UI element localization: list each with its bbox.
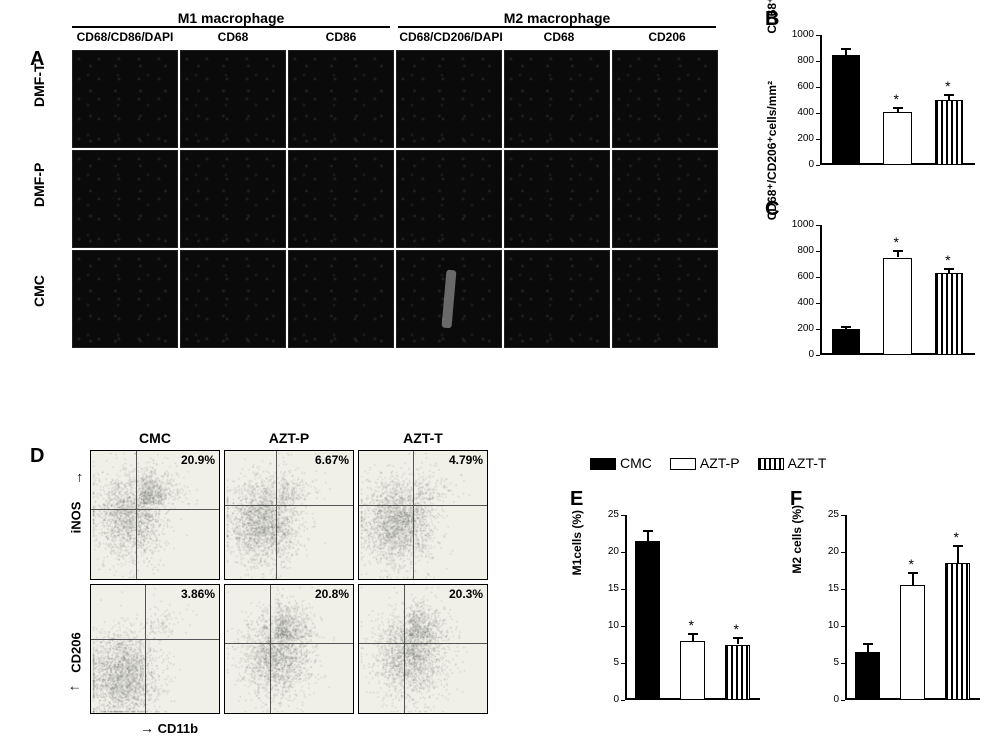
if-cell <box>72 50 178 148</box>
if-cell <box>288 50 394 148</box>
panel-a: A M1 macrophage M2 macrophage CD68/CD86/… <box>30 10 730 350</box>
if-cell <box>396 50 502 148</box>
panel-b: B 02004006008001000CD68⁺/CD86⁺cells/mm²*… <box>765 10 980 185</box>
chart-bar <box>855 652 880 700</box>
legend-label: CMC <box>620 455 652 471</box>
legend-label: AZT-P <box>700 455 740 471</box>
col-header-0: CD68/CD86/DAPI <box>72 30 178 44</box>
if-cell <box>288 150 394 248</box>
group-header-m2-text: M2 macrophage <box>504 10 611 26</box>
chart-bar <box>832 329 860 355</box>
chart-bar <box>883 258 911 356</box>
legend-item: AZT-P <box>670 455 740 471</box>
panel-c: C 02004006008001000CD68⁺/CD206⁺cells/mm²… <box>765 200 980 375</box>
figure-root: A M1 macrophage M2 macrophage CD68/CD86/… <box>0 0 1000 755</box>
col-header-3: CD68/CD206/DAPI <box>398 30 504 44</box>
if-cell <box>612 250 718 348</box>
col-header-1: CD68 <box>180 30 286 44</box>
if-cell <box>180 150 286 248</box>
if-cell <box>612 50 718 148</box>
group-header-m1-text: M1 macrophage <box>178 10 285 26</box>
legend-label: AZT-T <box>788 455 827 471</box>
chart-ylabel: CD68⁺/CD206⁺cells/mm² <box>765 81 779 220</box>
legend-item: CMC <box>590 455 652 471</box>
if-cell <box>504 50 610 148</box>
if-cell <box>72 150 178 248</box>
panel-d: D CMC AZT-P AZT-T iNOS → CD206 ↑ → CD11b… <box>30 430 530 730</box>
chart-bar <box>935 100 963 165</box>
panel-d-label: D <box>30 445 44 468</box>
if-cell <box>288 250 394 348</box>
if-cell <box>396 150 502 248</box>
if-cell <box>504 150 610 248</box>
if-grid <box>72 50 718 348</box>
chart-bar <box>832 55 860 166</box>
group-header-m2: M2 macrophage <box>398 10 716 28</box>
chart-bar <box>883 112 911 165</box>
fc-plot: 4.79% <box>358 450 488 580</box>
row-label-1: DMF-P <box>31 189 47 207</box>
fc-col-1: AZT-P <box>224 430 354 446</box>
panel-e-label: E <box>570 488 583 511</box>
fc-ylabel-0: iNOS <box>68 502 83 534</box>
fc-xlabel: → CD11b <box>140 720 198 736</box>
panel-f: F 0510152025M2 cells (%)** <box>790 490 985 720</box>
row-label-2: CMC <box>31 289 47 307</box>
chart-bar <box>725 645 750 701</box>
chart-bar <box>635 541 660 700</box>
chart-bar <box>680 641 705 700</box>
if-cell <box>504 250 610 348</box>
if-cell <box>612 150 718 248</box>
col-header-5: CD206 <box>614 30 720 44</box>
legend: CMC AZT-P AZT-T <box>590 455 826 471</box>
fc-grid: 20.9%6.67%4.79% 3.86%20.8%20.3% <box>90 450 488 714</box>
if-cell <box>72 250 178 348</box>
fc-col-2: AZT-T <box>358 430 488 446</box>
chart-ylabel: M2 cells (%) <box>790 504 804 573</box>
row-label-0: DMF-T <box>31 89 47 107</box>
chart-ylabel: CD68⁺/CD86⁺cells/mm² <box>765 0 779 34</box>
group-header-m1: M1 macrophage <box>72 10 390 28</box>
col-header-2: CD86 <box>288 30 394 44</box>
fc-plot: 3.86% <box>90 584 220 714</box>
chart-bar <box>945 563 970 700</box>
fc-ylabel-1: CD206 <box>69 632 84 672</box>
chart-bar <box>935 273 963 355</box>
if-cell <box>180 50 286 148</box>
chart-ylabel: M1cells (%) <box>570 509 584 574</box>
if-cell <box>396 250 502 348</box>
fc-plot: 20.8% <box>224 584 354 714</box>
legend-item: AZT-T <box>758 455 827 471</box>
fc-col-0: CMC <box>90 430 220 446</box>
panel-e: E 0510152025M1cells (%)** <box>570 490 765 720</box>
chart-bar <box>900 585 925 700</box>
fc-plot: 6.67% <box>224 450 354 580</box>
fc-plot: 20.9% <box>90 450 220 580</box>
col-header-4: CD68 <box>506 30 612 44</box>
if-cell <box>180 250 286 348</box>
fc-plot: 20.3% <box>358 584 488 714</box>
